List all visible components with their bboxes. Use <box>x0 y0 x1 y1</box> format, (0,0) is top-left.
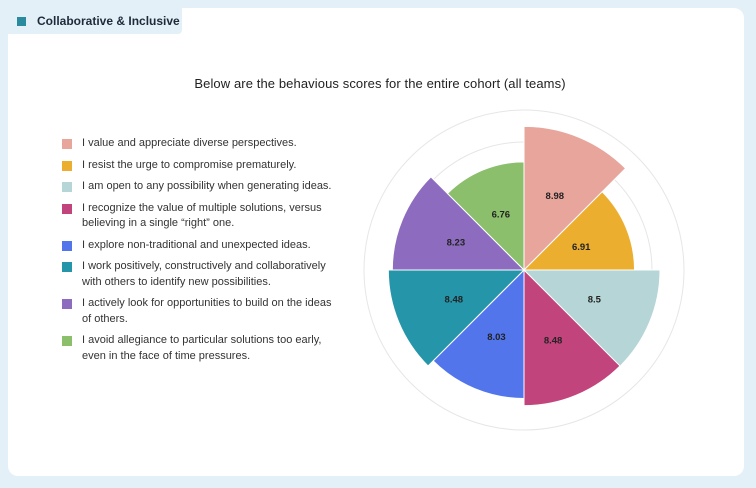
legend-swatch <box>62 299 72 309</box>
legend-swatch <box>62 182 72 192</box>
chart-legend: I value and appreciate diverse perspecti… <box>62 136 342 364</box>
segment-value-label: 8.48 <box>445 295 464 306</box>
legend-item[interactable]: I explore non-traditional and unexpected… <box>62 238 342 254</box>
legend-swatch <box>62 336 72 346</box>
segment-value-label: 8.03 <box>487 332 506 343</box>
legend-item[interactable]: I resist the urge to compromise prematur… <box>62 158 342 174</box>
polar-segment[interactable] <box>391 176 526 271</box>
legend-item[interactable]: I actively look for opportunities to bui… <box>62 296 342 327</box>
chart-subtitle: Below are the behavious scores for the e… <box>194 76 566 91</box>
legend-item[interactable]: I recognize the value of multiple soluti… <box>62 201 342 232</box>
legend-swatch <box>62 203 72 214</box>
legend-swatch <box>62 160 72 171</box>
polar-segment[interactable] <box>522 191 636 271</box>
legend-item[interactable]: I value and appreciate diverse perspecti… <box>62 136 342 152</box>
section-title: Collaborative & Inclusive <box>37 14 180 28</box>
polar-segment[interactable] <box>432 268 525 399</box>
polar-segment[interactable] <box>522 269 661 367</box>
legend-label: I explore non-traditional and unexpected… <box>82 238 311 251</box>
legend-swatch <box>62 262 72 272</box>
legend-swatch <box>62 240 72 251</box>
segment-value-label: 8.23 <box>447 237 466 248</box>
legend-swatch <box>62 139 72 149</box>
segment-value-label: 8.48 <box>544 336 563 347</box>
legend-label: I avoid allegiance to particular solutio… <box>82 334 322 362</box>
grid-ring <box>363 109 685 431</box>
section-tab: Collaborative & Inclusive <box>8 8 182 34</box>
section-square-icon <box>17 16 26 26</box>
legend-item[interactable]: I am open to any possibility when genera… <box>62 179 342 195</box>
segment-value-label: 6.91 <box>572 242 591 253</box>
polar-segment[interactable] <box>523 125 627 272</box>
segment-value-label: 8.5 <box>588 295 602 306</box>
legend-item[interactable]: I work positively, constructively and co… <box>62 259 342 290</box>
polar-area-chart: 8.98 6.91 8.5 8.48 8.03 8.48 8.23 6.76 <box>363 109 685 431</box>
legend-label: I work positively, constructively and co… <box>82 260 326 288</box>
segment-value-label: 6.76 <box>492 210 511 221</box>
legend-label: I actively look for opportunities to bui… <box>82 297 332 325</box>
legend-label: I recognize the value of multiple soluti… <box>82 201 322 230</box>
polar-segment[interactable] <box>523 268 621 407</box>
legend-label: I value and appreciate diverse perspecti… <box>82 137 297 149</box>
legend-label: I am open to any possibility when genera… <box>82 180 332 192</box>
polar-segment[interactable] <box>446 161 525 272</box>
legend-item[interactable]: I avoid allegiance to particular solutio… <box>62 333 342 364</box>
legend-label: I resist the urge to compromise prematur… <box>82 158 297 171</box>
polar-segment[interactable] <box>387 269 526 367</box>
segment-value-label: 8.98 <box>546 191 565 202</box>
